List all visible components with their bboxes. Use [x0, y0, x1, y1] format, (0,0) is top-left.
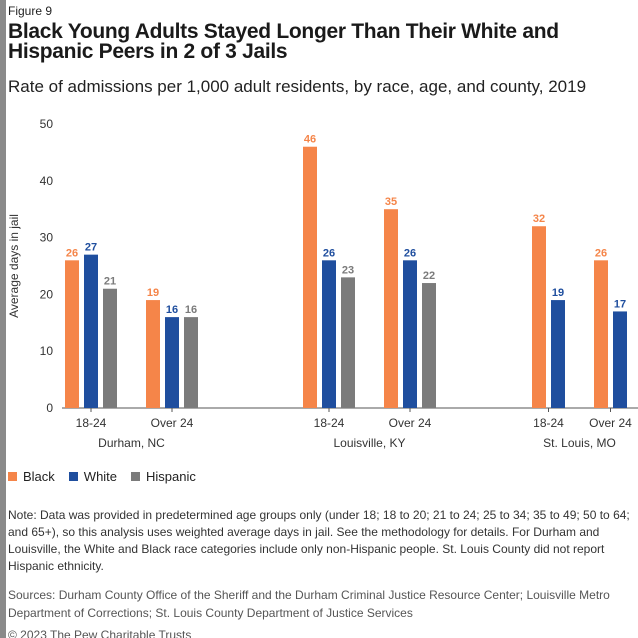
legend-item-white: White	[68, 469, 118, 484]
data-label-hispanic: 23	[342, 264, 354, 276]
y-tick-label: 40	[40, 174, 54, 188]
legend-label-hispanic: Hispanic	[146, 469, 196, 484]
legend-label-white: White	[83, 469, 118, 484]
bar-white	[84, 254, 98, 408]
y-tick-label: 20	[40, 287, 54, 301]
chart-sources: Sources: Durham County Office of the She…	[8, 588, 610, 620]
y-tick-label: 30	[40, 231, 54, 245]
data-label-white: 17	[614, 298, 626, 310]
y-tick-label: 50	[40, 117, 54, 131]
bar-black	[303, 146, 317, 408]
data-label-black: 26	[595, 247, 607, 259]
data-label-hispanic: 22	[423, 270, 435, 282]
bar-white	[613, 311, 627, 408]
bar-black	[532, 226, 546, 408]
legend-swatch-hispanic	[131, 472, 141, 481]
chart-note: Note: Data was provided in predetermined…	[8, 508, 630, 573]
x-tick-label: Over 24	[151, 416, 194, 430]
data-label-white: 26	[323, 247, 335, 259]
copyright: © 2023 The Pew Charitable Trusts	[8, 628, 192, 638]
chart-title: Black Young Adults Stayed Longer Than Th…	[8, 20, 559, 63]
x-tick-label: Over 24	[389, 416, 432, 430]
bar-hispanic	[103, 288, 117, 408]
legend-item-black: Black	[8, 469, 55, 484]
legend-item-hispanic: Hispanic	[131, 469, 196, 484]
figure-label: Figure 9	[8, 4, 53, 18]
data-label-black: 35	[385, 196, 397, 208]
legend-swatch-white	[68, 472, 78, 481]
data-label-white: 16	[166, 304, 178, 316]
x-tick-label: 18-24	[533, 416, 564, 430]
data-label-hispanic: 21	[104, 276, 116, 288]
data-label-white: 26	[404, 247, 416, 259]
bar-chart: Average days in jail 0 10 20 30 40 50 26 27 21 18-…	[7, 117, 638, 450]
bar-black	[146, 300, 160, 408]
y-tick-label: 0	[46, 401, 53, 415]
bar-white	[403, 260, 417, 408]
x-tick-label: Over 24	[589, 416, 632, 430]
bar-hispanic	[341, 277, 355, 408]
data-label-black: 46	[304, 134, 316, 146]
data-label-hispanic: 16	[185, 304, 197, 316]
bar-hispanic	[422, 283, 436, 408]
x-tick-label: 18-24	[76, 416, 107, 430]
group-label: Louisville, KY	[333, 436, 405, 450]
bar-white	[322, 260, 336, 408]
bar-black	[65, 260, 79, 408]
bar-black	[594, 260, 608, 408]
data-label-black: 19	[147, 287, 159, 299]
legend-label-black: Black	[23, 469, 55, 484]
bar-white	[551, 300, 565, 408]
bar-white	[165, 317, 179, 408]
group-label: St. Louis, MO	[543, 436, 616, 450]
chart-subtitle: Rate of admissions per 1,000 adult resid…	[8, 77, 587, 96]
y-tick-label: 10	[40, 344, 54, 358]
data-label-white: 27	[85, 242, 97, 254]
data-label-black: 32	[533, 213, 545, 225]
legend-swatch-black	[8, 472, 17, 481]
y-axis-label: Average days in jail	[7, 214, 21, 318]
chart-card: Figure 9 Black Young Adults Stayed Longe…	[6, 0, 638, 638]
x-tick-label: 18-24	[314, 416, 345, 430]
bar-black	[384, 209, 398, 408]
chart-legend: Black White Hispanic	[8, 469, 196, 484]
group-label: Durham, NC	[98, 436, 165, 450]
bar-hispanic	[184, 317, 198, 408]
data-label-black: 26	[66, 247, 78, 259]
data-label-white: 19	[552, 287, 564, 299]
